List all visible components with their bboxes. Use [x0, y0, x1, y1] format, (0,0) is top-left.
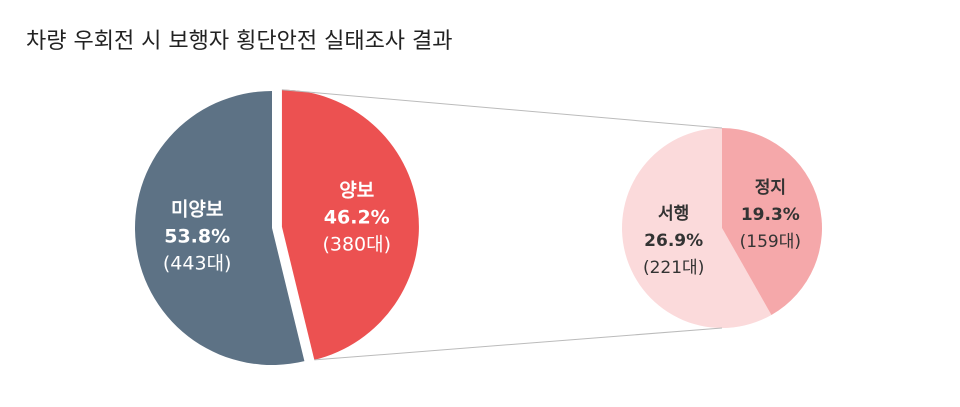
pie-slice	[281, 89, 419, 360]
connector-line	[281, 89, 723, 129]
pie-slice	[722, 128, 822, 315]
value-label: 46.2%	[324, 206, 390, 228]
slice-label: 서행	[658, 204, 689, 224]
count-label: (221대)	[643, 258, 704, 278]
slice-label: 미양보	[171, 198, 223, 220]
pie-slice	[135, 91, 305, 365]
value-label: 26.9%	[644, 231, 703, 251]
connector-line	[314, 327, 723, 361]
slice-label: 양보	[339, 179, 374, 201]
slice-label: 정지	[755, 178, 786, 198]
pie-slice	[622, 128, 772, 328]
count-label: (443대)	[163, 252, 232, 274]
count-label: (380대)	[322, 233, 391, 255]
count-label: (159대)	[740, 232, 801, 252]
value-label: 19.3%	[741, 205, 800, 225]
value-label: 53.8%	[164, 225, 230, 247]
chart-title: 차량 우회전 시 보행자 횡단안전 실태조사 결과	[26, 29, 453, 54]
